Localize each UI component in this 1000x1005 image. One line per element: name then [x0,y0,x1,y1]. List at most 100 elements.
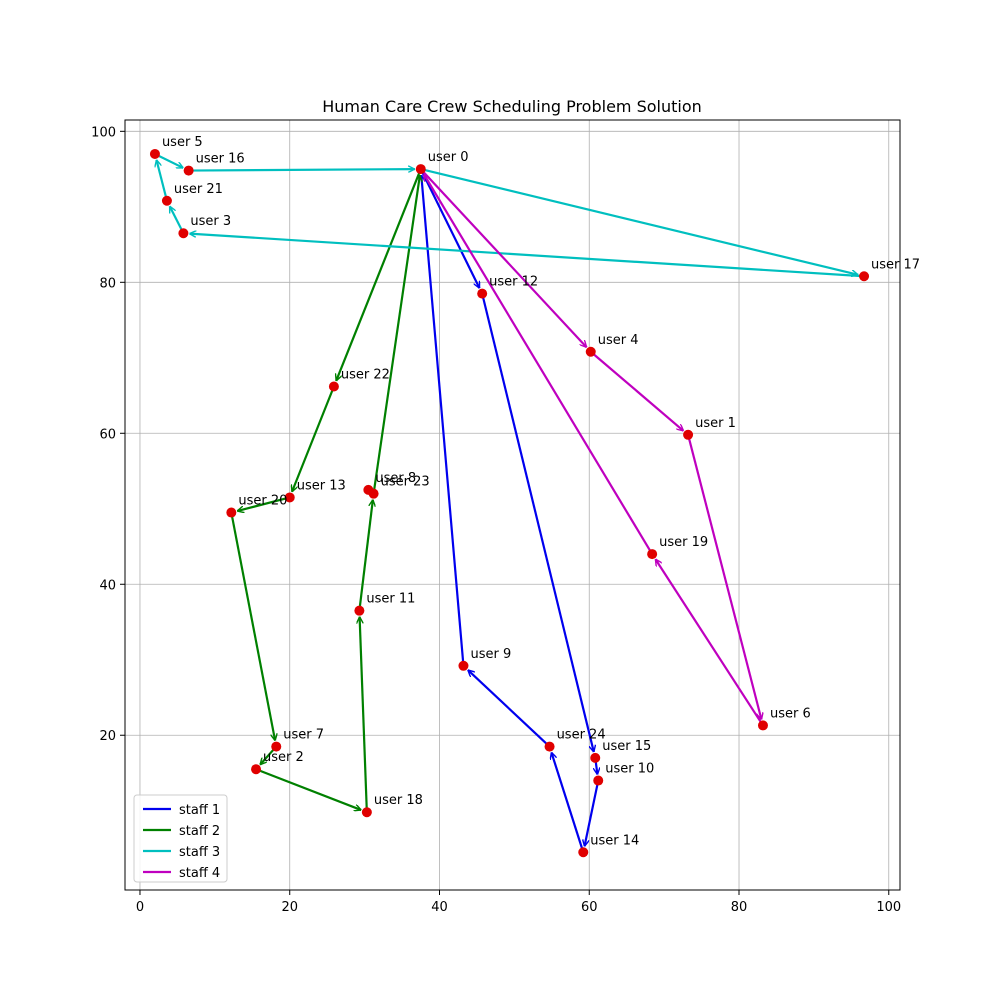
route-edge [590,350,684,431]
route-edge [420,167,858,275]
series-staff-4 [419,168,764,727]
user-label: user 13 [297,478,346,493]
user-node [415,164,426,175]
series-staff-1 [419,168,600,853]
route-edge [189,234,865,278]
user-label: user 4 [598,333,639,348]
user-label: user 16 [196,152,245,167]
chart-title: Human Care Crew Scheduling Problem Solut… [322,97,702,116]
user-node [647,549,658,560]
route-edge [422,174,654,555]
user-label: user 1 [695,416,736,431]
route-edge [292,386,335,491]
user-label: user 21 [174,182,223,197]
user-node [593,775,604,786]
y-tick-label: 60 [99,427,116,442]
route-edge [188,169,415,170]
user-nodes [149,148,870,858]
legend-label: staff 2 [179,824,220,839]
y-tick-label: 100 [91,125,116,140]
user-node [328,381,339,392]
user-label: user 11 [366,592,415,607]
user-label: user 3 [190,214,231,229]
route-edge [230,512,275,741]
user-label: user 5 [162,135,203,150]
x-tick-label: 20 [281,900,298,915]
user-node [590,752,601,763]
route-edge [551,752,585,853]
route-edge [237,496,291,511]
route-edge [154,152,183,169]
y-tick-label: 40 [99,578,116,593]
user-label: user 9 [470,647,511,662]
legend-label: staff 1 [179,803,220,818]
route-edge [419,168,481,288]
route-edge [372,175,420,494]
route-edge [481,293,594,752]
user-node [284,492,295,503]
user-node [368,488,379,499]
route-edge [421,175,465,666]
route-edges [154,152,865,853]
route-edge [419,168,587,347]
user-node [578,847,589,858]
user-node [544,741,555,752]
x-tick-label: 0 [136,900,144,915]
user-label: user 10 [605,762,654,777]
user-label: user 8 [375,471,416,486]
legend-label: staff 4 [179,866,220,881]
route-edge [360,617,368,813]
user-label: user 7 [283,728,324,743]
user-node [859,271,870,282]
series-staff-2 [230,168,422,813]
user-label: user 17 [871,257,920,272]
route-edge [654,559,764,727]
user-label: user 18 [374,793,423,808]
x-tick-label: 40 [431,900,448,915]
user-node [458,660,469,671]
route-edge [358,500,373,611]
x-tick-label: 100 [876,900,901,915]
user-node [149,148,160,159]
route-edge [255,768,361,810]
legend-box [133,794,228,883]
user-node [477,288,488,299]
user-label: user 22 [341,367,390,382]
route-edge [336,168,422,381]
user-labels: user 0 user 1 user 2 user 3 user 4 user 5 user… [162,135,920,848]
user-node [183,165,194,176]
user-node [226,507,237,518]
y-tick-label: 80 [99,276,116,291]
y-tick-label: 20 [99,729,116,744]
legend-label: staff 3 [179,845,220,860]
route-edge [584,780,600,847]
user-node [585,346,596,357]
user-label: user 20 [238,494,287,509]
x-tick-label: 80 [731,900,748,915]
user-label: user 23 [381,475,430,490]
user-label: user 15 [602,739,651,754]
plot-frame [124,119,901,891]
user-node [361,807,372,818]
user-label: user 24 [557,728,606,743]
series-staff-3 [154,152,865,278]
user-label: user 2 [263,750,304,765]
route-edge [156,160,168,202]
user-node [178,228,189,239]
x-tick-label: 60 [581,900,598,915]
user-label: user 12 [489,275,538,290]
route-edge [687,434,761,720]
user-node [354,605,365,616]
user-label: user 6 [770,706,811,721]
route-edge [168,206,185,234]
user-node [271,741,282,752]
user-node [251,764,262,775]
user-node [161,195,172,206]
user-label: user 19 [659,535,708,550]
route-edge [468,670,551,748]
axes: 0 20 40 60 80 100 20 40 60 80 100 [91,119,901,915]
user-label: user 14 [590,833,639,848]
user-node [683,429,694,440]
